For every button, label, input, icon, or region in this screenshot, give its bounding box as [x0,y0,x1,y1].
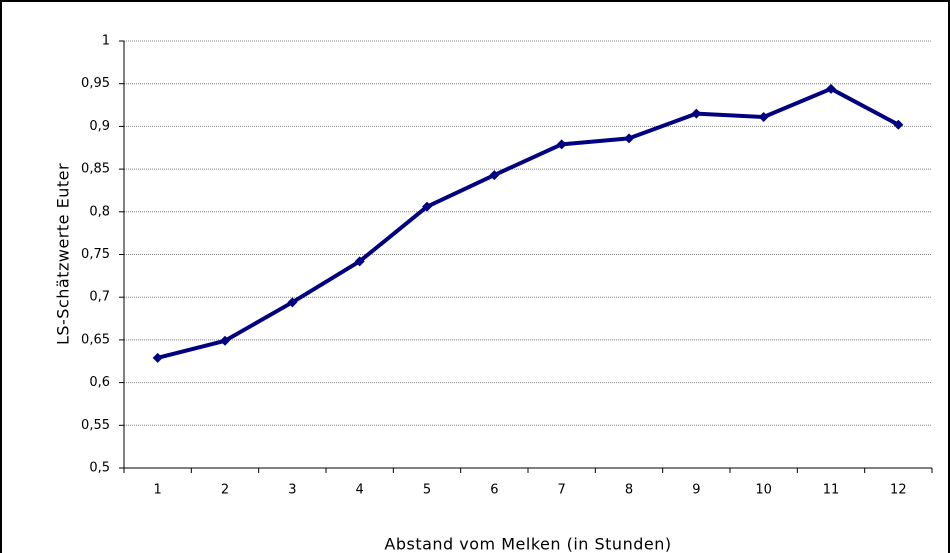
data-point [354,256,365,267]
x-tick-label: 12 [890,483,907,498]
y-tick-label: 0,55 [81,418,110,433]
x-tick-label: 9 [692,483,700,498]
x-tick-label: 10 [755,483,772,498]
data-point [826,83,836,94]
y-tick-label: 0,75 [81,247,110,262]
y-tick-label: 0,65 [81,332,110,347]
y-tick-label: 0,5 [89,461,110,476]
y-tick-label: 0,85 [81,162,110,177]
x-tick-label: 7 [558,483,566,498]
x-tick-label: 2 [221,483,229,498]
data-point [489,170,500,181]
x-tick-label: 5 [423,483,431,498]
data-point [152,352,163,363]
y-tick-label: 0,95 [81,76,110,91]
x-tick-label: 4 [356,483,364,498]
x-tick-label: 11 [823,483,840,498]
y-tick-label: 0,6 [89,375,110,390]
data-point [556,139,567,150]
data-point [624,133,634,144]
y-tick-label: 0,8 [89,204,110,219]
data-point [758,112,769,123]
y-tick-label: 1 [102,34,110,49]
x-axis-title: Abstand vom Melken (in Stunden) [384,535,671,553]
x-tick-label: 8 [625,483,633,498]
data-point [287,297,298,308]
data-point [893,119,904,130]
x-tick-label: 3 [288,483,296,498]
y-tick-label: 0,7 [89,290,110,305]
data-point [220,335,230,346]
series-line [157,86,900,360]
y-tick-label: 0,9 [89,119,110,134]
data-point [422,201,432,212]
x-tick-label: 1 [154,483,162,498]
y-axis-title: LS-Schätzwerte Euter [54,163,73,345]
x-tick-label: 6 [490,483,498,498]
data-point [691,108,702,119]
